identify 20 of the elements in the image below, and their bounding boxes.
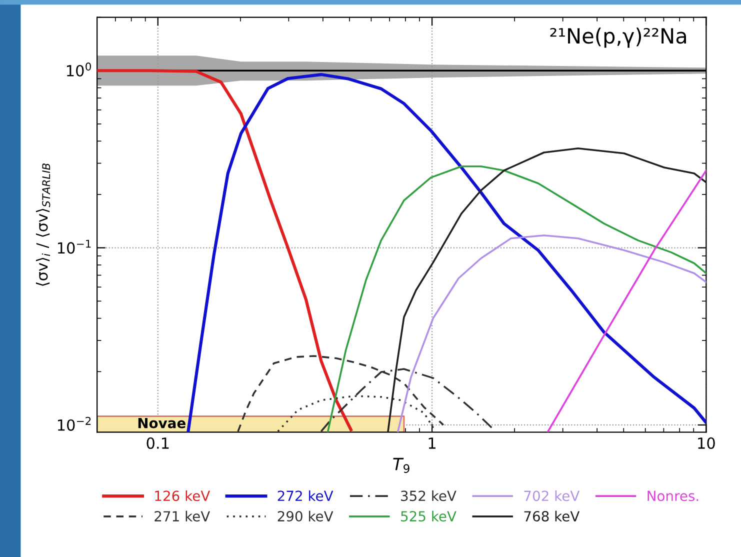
legend-label: Nonres.: [648, 490, 698, 502]
legend-label: 271 keV: [154, 510, 210, 522]
legend-label: 352 keV: [401, 490, 456, 502]
chart-title: ²¹Ne(p,γ)²²Na: [550, 28, 686, 48]
legend-label: 272 keV: [278, 490, 334, 502]
x-axis-title: T$_{9}$: [393, 458, 410, 473]
y-tick-label: 10$^{−1}$: [58, 240, 91, 254]
x-tick-label: 1: [428, 438, 436, 449]
x-tick-label: 0.1: [146, 437, 169, 449]
legend-label: 290 keV: [278, 510, 334, 522]
legend-label: 702 keV: [524, 490, 580, 502]
y-axis-title: ⟨σv⟩$_{i}$ / ⟨σv⟩$_{STARLIB}$: [36, 163, 50, 286]
legend-label: 525 keV: [401, 510, 456, 522]
legend-label: 768 keV: [524, 510, 580, 522]
y-tick-label: 10$^{0}$: [67, 62, 91, 77]
line-series: [547, 170, 706, 432]
series-label: Novae: [138, 418, 186, 428]
x-tick-label: 10: [698, 437, 715, 449]
y-tick-label: 10$^{−2}$: [58, 416, 91, 431]
legend-label: 126 keV: [155, 490, 210, 502]
